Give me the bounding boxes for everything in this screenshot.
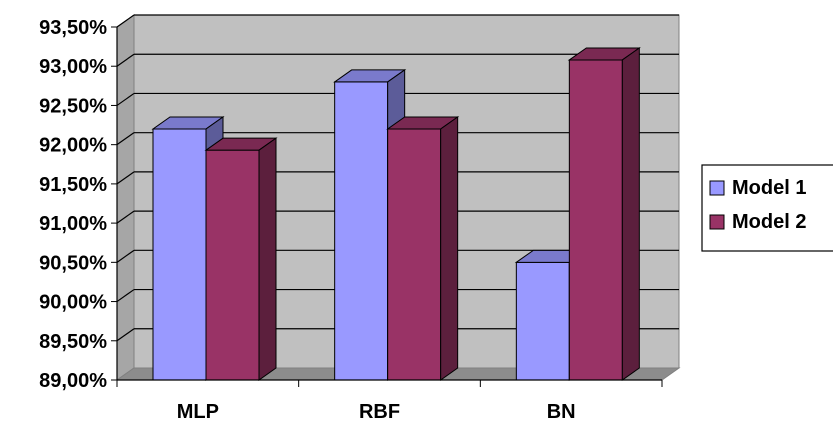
- y-tick-label: 89,50%: [39, 331, 107, 353]
- legend-swatch: [709, 214, 725, 230]
- y-tick-label: 93,00%: [39, 56, 107, 78]
- bars: [151, 46, 641, 381]
- gridline-diagonal: [116, 249, 135, 263]
- legend-label: Model 1: [732, 177, 806, 199]
- y-axis-ticks: 89,00% 89,50% 90,00% 90,50% 91,00% 91,50% 92,0…: [39, 17, 118, 392]
- gridline-diagonal: [116, 210, 135, 224]
- bar: [386, 116, 460, 381]
- x-category-label: MLP: [177, 401, 219, 422]
- y-tick-label: 92,00%: [39, 135, 107, 157]
- bar-front: [152, 128, 207, 381]
- x-category-label: RBF: [359, 401, 400, 422]
- bar-front: [568, 59, 623, 381]
- gridline-diagonal: [116, 171, 135, 185]
- bar-front: [515, 261, 570, 381]
- y-tick-label: 91,00%: [39, 213, 107, 235]
- legend: Model 1 Model 2: [701, 164, 833, 252]
- x-category-label: BN: [547, 401, 576, 422]
- gridline-diagonal: [116, 289, 135, 303]
- bar-front: [387, 128, 442, 381]
- gridline-diagonal: [116, 132, 135, 146]
- y-tick-label: 92,50%: [39, 95, 107, 117]
- bar-side: [440, 116, 459, 381]
- y-tick-label: 91,50%: [39, 174, 107, 196]
- x-axis-labels: MLP RBF BN: [116, 379, 663, 422]
- gridline-diagonal: [116, 92, 135, 106]
- legend-box: [701, 164, 833, 252]
- legend-swatch: [709, 180, 725, 196]
- bar: [204, 137, 278, 381]
- y-tick-label: 89,00%: [39, 370, 107, 392]
- bar-front: [205, 149, 260, 381]
- bar-side: [258, 137, 277, 381]
- bar: [567, 46, 641, 381]
- y-tick-label: 93,50%: [39, 17, 107, 39]
- gridline-diagonal: [116, 328, 135, 342]
- legend-label: Model 2: [732, 211, 806, 233]
- gridline-diagonal: [116, 14, 135, 28]
- plot-side-wall: [116, 14, 135, 381]
- y-tick-label: 90,50%: [39, 252, 107, 274]
- y-tick-label: 90,00%: [39, 292, 107, 314]
- bar-front: [334, 81, 389, 381]
- gridline-diagonal: [116, 53, 135, 67]
- bar-side: [621, 46, 640, 381]
